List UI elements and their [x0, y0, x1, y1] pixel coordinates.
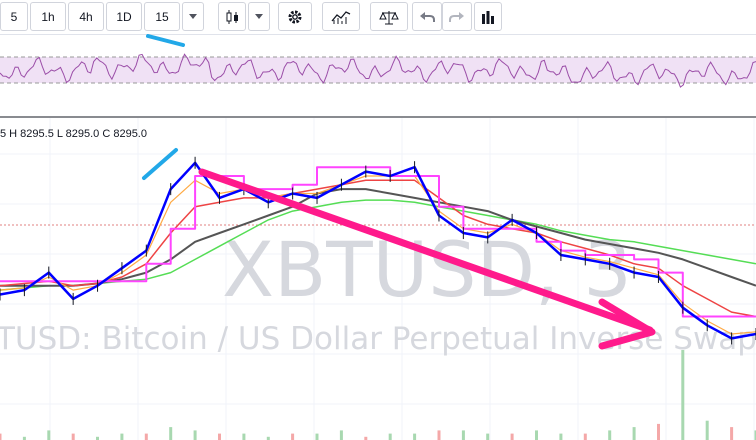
undo-icon [420, 11, 435, 22]
volume-bar [364, 436, 368, 440]
price-series-layer [0, 156, 756, 345]
ohlc-legend: 5 H 8295.5 L 8295.0 C 8295.0 [0, 128, 147, 140]
volume-bar [583, 433, 587, 440]
volume-bar [413, 433, 417, 440]
volume-bar [754, 430, 756, 440]
volume-bar [0, 433, 2, 440]
series-ma-orange [0, 175, 756, 335]
interval-4h-label: 4h [79, 9, 93, 24]
volume-bar [657, 423, 660, 440]
volume-bar [535, 430, 538, 440]
bars-button[interactable] [474, 2, 502, 31]
series-price [0, 161, 756, 340]
highlight-mark-rsi [146, 34, 185, 47]
interval-dropdown-button[interactable] [182, 2, 204, 31]
volume-bar [681, 350, 685, 440]
interval-5-label: 5 [10, 9, 18, 24]
indicators-icon [331, 10, 351, 24]
volume-bar [388, 433, 392, 440]
interval-15-label: 15 [155, 9, 169, 24]
candles-icon [226, 9, 238, 24]
volume-bars [0, 350, 756, 440]
volume-bar [461, 430, 465, 440]
volume-bar [47, 430, 51, 440]
series-ma-dark [0, 188, 756, 287]
rsi-band [0, 57, 756, 83]
redo-icon [449, 11, 464, 22]
chart-area: XBTUSD, 3 TUSD: Bitcoin / US Dollar Perp… [0, 34, 756, 440]
volume-bar [730, 427, 734, 440]
volume-bar [144, 433, 148, 440]
chevron-down-icon [189, 14, 197, 19]
indicators-button[interactable] [322, 2, 360, 31]
interval-1h-label: 1h [41, 9, 55, 24]
gear-icon [288, 10, 302, 23]
volume-bar [608, 430, 612, 440]
interval-1h[interactable]: 1h [30, 2, 66, 31]
chart-toolbar: 5 1h 4h 1D 15 [0, 0, 756, 35]
series-ma-red [0, 179, 756, 318]
volume-bar [705, 420, 709, 440]
interval-1d-label: 1D [116, 9, 132, 24]
rsi-line [0, 53, 756, 88]
annotations [142, 34, 656, 350]
volume-bar [169, 427, 173, 440]
undo-button[interactable] [412, 2, 442, 31]
volume-bar [193, 430, 197, 440]
volume-bar [339, 430, 343, 440]
volume-bar [120, 433, 124, 440]
interval-15[interactable]: 15 [144, 2, 180, 31]
volume-bar [291, 433, 295, 440]
compare-icon [379, 10, 399, 24]
trend-arrow-head [598, 298, 656, 350]
settings-button[interactable] [278, 2, 312, 31]
compare-button[interactable] [370, 2, 408, 31]
redo-button[interactable] [442, 2, 472, 31]
trend-arrow-shaft [198, 168, 654, 334]
bars-icon [482, 10, 494, 24]
volume-bar [486, 433, 490, 440]
volume-bar [510, 433, 514, 440]
chart-type-dropdown-button[interactable] [248, 2, 270, 31]
rsi-pane [0, 53, 756, 88]
highlight-mark-price [142, 148, 178, 180]
volume-bar [266, 436, 270, 440]
volume-bar [437, 430, 441, 440]
chevron-down-icon [255, 14, 263, 19]
volume-bar [559, 433, 563, 440]
interval-4h[interactable]: 4h [68, 2, 104, 31]
volume-bar [96, 436, 99, 440]
volume-bar [71, 433, 75, 440]
volume-bar [218, 433, 221, 440]
volume-bar [315, 433, 319, 440]
volume-bar [632, 427, 636, 440]
volume-bar [242, 433, 246, 440]
chart-type-button[interactable] [218, 2, 246, 31]
volume-bar [22, 436, 26, 440]
interval-1d[interactable]: 1D [106, 2, 142, 31]
interval-5[interactable]: 5 [0, 2, 28, 31]
